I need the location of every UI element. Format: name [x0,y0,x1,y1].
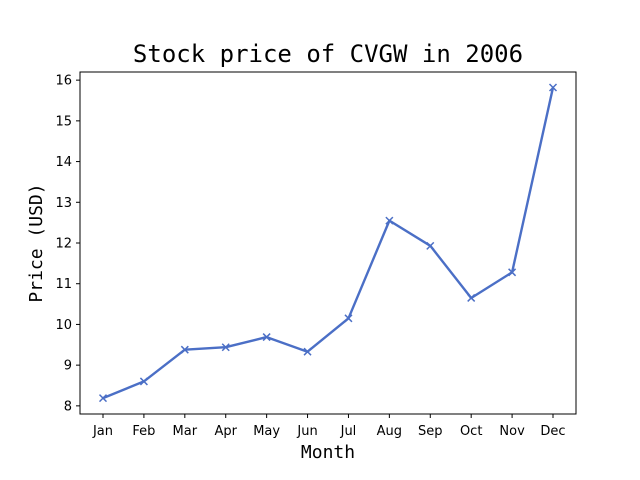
x-tick-label: Sep [418,424,443,439]
x-tick-label: Jun [296,424,317,439]
x-tick-label: Dec [540,424,565,439]
data-point [468,294,475,301]
y-tick-label: 16 [55,74,72,89]
y-tick-label: 15 [55,114,72,129]
y-tick-label: 12 [55,237,72,252]
x-tick-label: Mar [173,424,198,439]
y-axis: 8 9 10 11 12 13 14 15 16 [55,74,80,415]
y-tick-label: 13 [55,196,72,211]
x-tick-label: Feb [132,424,155,439]
y-tick-label: 10 [55,318,72,333]
plot-area [80,72,576,414]
y-axis-label: Price (USD) [26,183,47,302]
chart-title: Stock price of CVGW in 2006 [133,40,523,68]
y-tick-label: 11 [55,277,72,292]
x-tick-label: Jul [340,424,357,439]
x-tick-label: Nov [499,424,525,439]
price-series-line [103,88,553,399]
data-point [427,242,434,249]
y-tick-label: 9 [64,359,72,374]
x-tick-label: Aug [377,424,402,439]
x-tick-label: Apr [214,424,237,439]
x-tick-label: Jan [92,424,113,439]
x-axis: Jan Feb Mar Apr May Jun Jul Aug Sep Oct Nov Dec [92,414,566,439]
x-axis-label: Month [301,442,355,463]
x-tick-label: May [253,424,280,439]
x-tick-label: Oct [460,424,482,439]
y-tick-label: 14 [55,155,72,170]
data-point-markers [100,84,557,402]
y-tick-label: 8 [64,399,72,414]
